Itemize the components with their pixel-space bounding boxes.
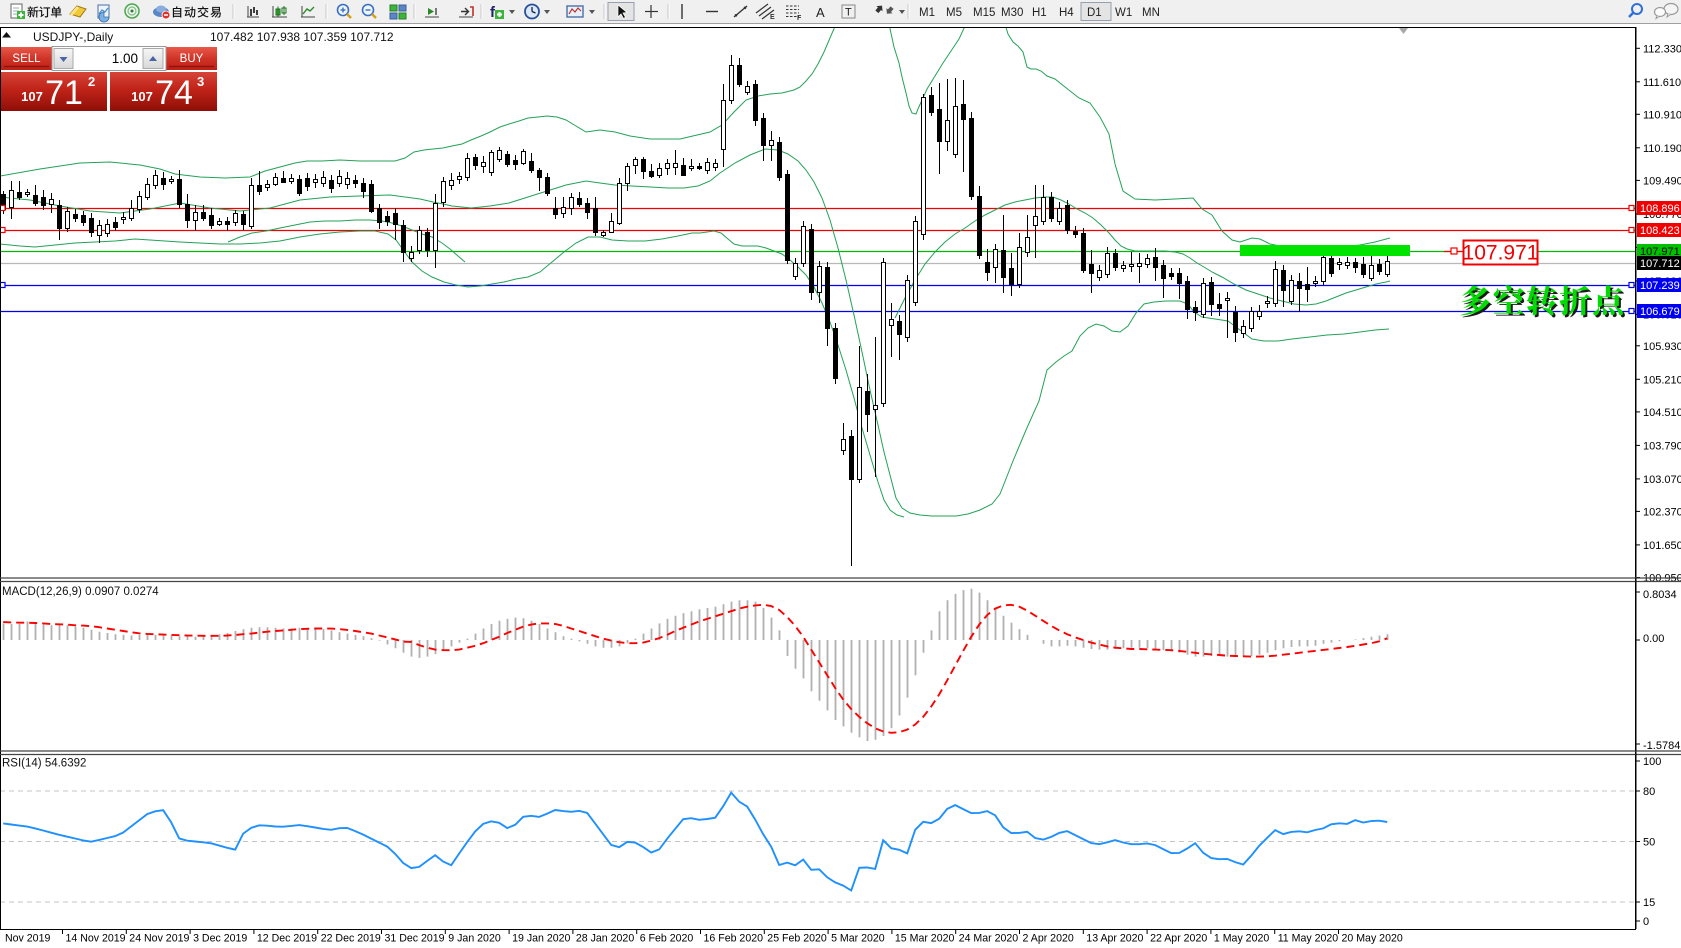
svg-text:3 Dec 2019: 3 Dec 2019	[193, 933, 247, 945]
svg-text:0.8034: 0.8034	[1643, 589, 1677, 601]
svg-text:2 Apr 2020: 2 Apr 2020	[1023, 933, 1074, 945]
svg-text:107.971: 107.971	[1640, 246, 1680, 258]
svg-text:W1: W1	[1115, 7, 1132, 19]
svg-text:110.190: 110.190	[1643, 143, 1681, 155]
svg-text:MN: MN	[1142, 7, 1160, 19]
svg-text:13 Apr 2020: 13 Apr 2020	[1086, 933, 1143, 945]
svg-text:T: T	[845, 7, 852, 19]
svg-text:24 Nov 2019: 24 Nov 2019	[129, 933, 189, 945]
svg-text:15 Mar 2020: 15 Mar 2020	[895, 933, 955, 945]
svg-text:25 Feb 2020: 25 Feb 2020	[767, 933, 827, 945]
svg-text:14 Nov 2019: 14 Nov 2019	[66, 933, 126, 945]
svg-text:101.650: 101.650	[1643, 540, 1681, 552]
svg-text:M30: M30	[1001, 7, 1023, 19]
svg-text:RSI(14) 54.6392: RSI(14) 54.6392	[2, 758, 86, 770]
svg-text:74: 74	[155, 74, 193, 112]
svg-text:USDJPY-,Daily: USDJPY-,Daily	[33, 30, 113, 44]
svg-text:SELL: SELL	[12, 53, 41, 65]
svg-text:BUY: BUY	[180, 53, 204, 65]
svg-text:24 Mar 2020: 24 Mar 2020	[959, 933, 1019, 945]
svg-text:22 Apr 2020: 22 Apr 2020	[1150, 933, 1207, 945]
svg-text:107.239: 107.239	[1640, 280, 1680, 292]
svg-text:H4: H4	[1059, 7, 1074, 19]
svg-text:80: 80	[1643, 786, 1655, 798]
svg-text:F: F	[797, 15, 802, 22]
svg-text:f: f	[490, 4, 496, 21]
svg-text:0: 0	[1643, 916, 1649, 928]
svg-text:11 May 2020: 11 May 2020	[1278, 933, 1339, 945]
svg-text:110.910: 110.910	[1643, 109, 1681, 121]
svg-text:E: E	[770, 14, 775, 21]
svg-text:50: 50	[1643, 837, 1655, 849]
svg-text:9 Jan 2020: 9 Jan 2020	[448, 933, 501, 945]
svg-text:105.210: 105.210	[1643, 374, 1681, 386]
svg-text:107.971: 107.971	[1463, 242, 1539, 265]
svg-text:A: A	[816, 5, 825, 20]
svg-text:1.00: 1.00	[112, 51, 138, 66]
svg-text:71: 71	[45, 74, 83, 112]
svg-text:M5: M5	[946, 7, 962, 19]
svg-text:-1.5784: -1.5784	[1643, 740, 1680, 752]
svg-text:16 Feb 2020: 16 Feb 2020	[704, 933, 764, 945]
svg-text:103.790: 103.790	[1643, 440, 1681, 452]
svg-text:102.370: 102.370	[1643, 506, 1681, 518]
svg-text:106.679: 106.679	[1640, 306, 1680, 318]
svg-text:15: 15	[1643, 897, 1655, 909]
svg-text:109.490: 109.490	[1643, 175, 1681, 187]
svg-text:H1: H1	[1032, 7, 1047, 19]
svg-text:M1: M1	[919, 7, 935, 19]
svg-text:105.930: 105.930	[1643, 341, 1681, 353]
svg-text:M15: M15	[973, 7, 995, 19]
svg-text:MACD(12,26,9) 0.0907 0.0274: MACD(12,26,9) 0.0907 0.0274	[2, 586, 159, 598]
svg-text:31 Dec 2019: 31 Dec 2019	[385, 933, 445, 945]
svg-text:5 Mar 2020: 5 Mar 2020	[831, 933, 885, 945]
svg-text:107.712: 107.712	[1640, 258, 1680, 270]
svg-text:0.00: 0.00	[1643, 633, 1664, 645]
svg-text:108.423: 108.423	[1640, 225, 1680, 237]
svg-text:100: 100	[1643, 756, 1661, 768]
svg-text:22 Dec 2019: 22 Dec 2019	[321, 933, 381, 945]
svg-text:1 May 2020: 1 May 2020	[1214, 933, 1269, 945]
svg-text:107: 107	[131, 89, 153, 104]
svg-text:111.610: 111.610	[1643, 77, 1681, 89]
svg-text:19 Jan 2020: 19 Jan 2020	[512, 933, 570, 945]
svg-text:107.482 107.938 107.359 107.71: 107.482 107.938 107.359 107.712	[210, 30, 394, 44]
svg-text:Nov 2019: Nov 2019	[5, 933, 50, 945]
svg-text:107: 107	[21, 89, 43, 104]
svg-text:2: 2	[88, 74, 95, 89]
svg-text:112.330: 112.330	[1643, 43, 1681, 55]
svg-text:D1: D1	[1087, 7, 1102, 19]
svg-text:104.510: 104.510	[1643, 407, 1681, 419]
svg-text:3: 3	[197, 74, 204, 89]
svg-text:12 Dec 2019: 12 Dec 2019	[257, 933, 317, 945]
svg-text:108.896: 108.896	[1640, 203, 1680, 215]
svg-text:20 May 2020: 20 May 2020	[1342, 933, 1403, 945]
svg-text:6 Feb 2020: 6 Feb 2020	[640, 933, 694, 945]
svg-text:28 Jan 2020: 28 Jan 2020	[576, 933, 634, 945]
svg-text:103.070: 103.070	[1643, 474, 1681, 486]
